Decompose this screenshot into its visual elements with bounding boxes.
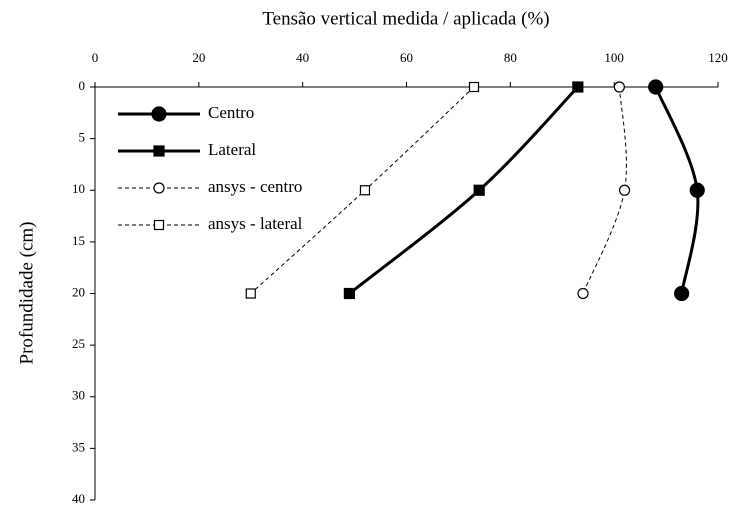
y-tick-label: 40	[72, 491, 85, 506]
x-tick-label: 100	[604, 50, 624, 65]
marker	[473, 184, 485, 196]
marker	[674, 285, 690, 302]
x-tick-label: 0	[92, 50, 99, 65]
legend-label: ansys - centro	[208, 177, 302, 196]
x-tick-label: 60	[400, 50, 413, 65]
marker	[468, 81, 480, 93]
y-tick-label: 10	[72, 181, 85, 196]
marker	[151, 106, 167, 122]
x-tick-label: 20	[192, 50, 205, 65]
marker	[153, 182, 165, 194]
marker	[618, 184, 631, 196]
marker	[153, 145, 165, 157]
series-line	[348, 85, 579, 295]
y-tick-label: 25	[72, 336, 85, 351]
marker	[572, 81, 584, 93]
y-tick-label: 20	[72, 284, 85, 299]
legend-label: Centro	[208, 103, 254, 122]
y-tick-label: 30	[72, 388, 85, 403]
legend-label: ansys - lateral	[208, 214, 303, 233]
marker	[613, 81, 625, 93]
marker	[648, 79, 664, 95]
x-tick-label: 120	[708, 50, 728, 65]
marker	[577, 287, 589, 300]
y-tick-label: 0	[79, 78, 86, 93]
chart-title: Tensão vertical medida / aplicada (%)	[262, 8, 549, 29]
marker	[359, 185, 371, 196]
y-tick-label: 15	[72, 233, 85, 248]
x-tick-label: 40	[296, 50, 309, 65]
marker	[689, 182, 705, 198]
series-line	[582, 86, 627, 294]
marker	[245, 288, 256, 299]
y-axis-label: Profundidade (cm)	[16, 222, 37, 365]
y-tick-label: 5	[79, 130, 86, 145]
marker	[153, 219, 165, 231]
marker	[343, 287, 355, 300]
legend-label: Lateral	[208, 140, 256, 159]
x-tick-label: 80	[504, 50, 517, 65]
y-tick-label: 35	[72, 439, 85, 454]
